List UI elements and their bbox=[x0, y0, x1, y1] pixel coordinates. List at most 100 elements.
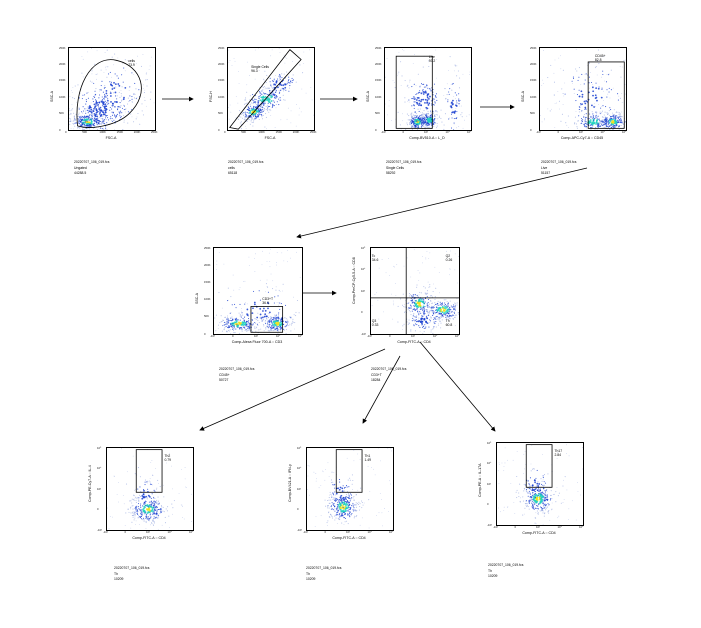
gate-percent: 96.3 bbox=[251, 69, 258, 74]
quadrant-label: Th 60.8 bbox=[446, 319, 453, 327]
quadrant-name: Th bbox=[445, 319, 450, 324]
y-tick-label: 100K bbox=[59, 94, 66, 99]
gate-name: Th17 bbox=[554, 448, 563, 453]
info-file: 20220707_106_019.fcs bbox=[371, 367, 407, 371]
event-density bbox=[371, 249, 459, 334]
plot-area bbox=[306, 447, 394, 531]
gate-cd45 bbox=[587, 61, 625, 129]
gate-label: Th17 2.84 bbox=[554, 449, 562, 457]
population-info: 20220707_106_019.fcs CD45+ 50727 bbox=[219, 367, 254, 384]
x-axis-label: Comp-Alexa Fluor 700-A :: CD3 bbox=[231, 340, 283, 344]
gate-label: Th2 0.79 bbox=[164, 454, 171, 462]
x-tick-label: -10³ bbox=[381, 130, 386, 134]
population-info: 20220707_106_019.fcs cells 65118 bbox=[228, 160, 263, 177]
y-tick-label: 150K bbox=[204, 279, 211, 284]
gate-percent: 73.9 bbox=[128, 63, 135, 68]
info-population: CD45+ bbox=[219, 372, 230, 377]
info-file: 20220707_106_019.fcs bbox=[541, 160, 577, 164]
quadrant-name: Q3 bbox=[371, 319, 377, 324]
info-population: Th bbox=[488, 568, 492, 573]
event-density bbox=[497, 444, 583, 525]
gate-name: Single Cells bbox=[251, 65, 269, 70]
x-tick-label: 50K bbox=[82, 130, 88, 134]
plot-area bbox=[213, 247, 303, 335]
scatter-plot bbox=[497, 444, 583, 525]
info-file: 20220707_106_019.fcs bbox=[386, 160, 422, 164]
quadrant-percent: 34.6 bbox=[371, 257, 379, 262]
x-tick-label: 0 bbox=[514, 525, 517, 529]
x-tick-label: 10⁵ bbox=[189, 530, 194, 534]
scatter-plot bbox=[214, 248, 301, 334]
y-tick-label: 150K bbox=[375, 78, 382, 83]
scatter-plot bbox=[371, 248, 459, 334]
info-count: 10209 bbox=[114, 577, 124, 582]
gate-percent: 0.79 bbox=[164, 457, 172, 462]
info-count: 10209 bbox=[306, 577, 316, 582]
x-tick-label: 10⁴ bbox=[433, 334, 438, 338]
x-tick-label: 0 bbox=[324, 530, 327, 534]
x-tick-label: 10⁴ bbox=[557, 525, 562, 529]
x-tick-label: 10⁵ bbox=[389, 530, 394, 534]
plot-panel-p4: SSC-A Comp-APC-Cy7-A :: CD45 -10³ 0 10³ 10⁴ 10… bbox=[521, 46, 627, 140]
x-tick-label: 10⁴ bbox=[167, 530, 172, 534]
x-tick-label: 200K bbox=[292, 130, 300, 134]
population-info: 20220707_106_019.fcs Th 10209 bbox=[306, 566, 341, 583]
x-axis-label: Comp-APC-Cy7-A :: CD45 bbox=[560, 136, 604, 140]
quadrant-percent: 0.33 bbox=[371, 323, 379, 328]
y-tick-label: 100K bbox=[218, 94, 225, 99]
gate-cd3t bbox=[250, 306, 284, 333]
population-info: 20220707_106_019.fcs Th 10209 bbox=[114, 566, 149, 583]
arrow-p4-p5 bbox=[296, 167, 588, 239]
gate-cytokine bbox=[335, 449, 363, 493]
x-tick-label: 150K bbox=[116, 130, 124, 134]
y-tick-label: -10³ bbox=[361, 331, 366, 336]
y-tick-label: 10⁴ bbox=[97, 466, 102, 470]
info-count: 65118 bbox=[228, 171, 238, 176]
y-tick-label: 0 bbox=[97, 507, 99, 511]
gate-live bbox=[395, 55, 433, 129]
y-tick-label: 0 bbox=[530, 127, 532, 132]
gate-name: Th1 bbox=[364, 453, 371, 458]
y-axis-label: SSC-A bbox=[50, 91, 54, 102]
gate-single-cells bbox=[229, 49, 302, 130]
y-tick-label: 50K bbox=[375, 111, 380, 116]
population-info: 20220707_106_019.fcs Th 10209 bbox=[488, 563, 523, 580]
gate-percent: 93.2 bbox=[428, 59, 436, 64]
x-tick-label: -10³ bbox=[103, 530, 108, 534]
plot-panel-p8: Comp-BV421-A :: IFN-γ Comp-FITC-A :: CD4 -… bbox=[288, 446, 394, 540]
x-tick-label: 10⁵ bbox=[579, 525, 584, 529]
y-axis-label: Comp-PE-A :: IL-17A bbox=[478, 463, 482, 497]
plot-panel-p6: Comp-PerCP-Cy5-5-A :: CD8 Comp-FITC-A :: … bbox=[352, 246, 460, 344]
gate-cells bbox=[76, 59, 142, 128]
y-axis-label: Comp-PerCP-Cy5-5-A :: CD8 bbox=[352, 257, 356, 304]
y-tick-label: -10³ bbox=[97, 527, 102, 532]
x-tick-label: -10³ bbox=[367, 334, 372, 338]
event-density bbox=[385, 49, 471, 130]
y-tick-label: 200K bbox=[59, 61, 66, 66]
y-tick-label: 200K bbox=[375, 61, 382, 66]
y-tick-label: 10⁵ bbox=[487, 440, 492, 445]
event-density bbox=[228, 48, 314, 130]
gate-label: Single Cells 96.3 bbox=[251, 65, 269, 73]
population-info: 20220707_106_019.fcs Ungated 44288.5 bbox=[74, 160, 109, 177]
y-tick-label: 250K bbox=[530, 45, 537, 50]
gate-label: CD3+T 36.0 bbox=[262, 297, 273, 305]
y-tick-label: 10³ bbox=[97, 486, 102, 491]
y-tick-label: 10⁵ bbox=[297, 445, 302, 450]
y-tick-label: 10⁴ bbox=[297, 466, 302, 470]
x-tick-label: 10³ bbox=[254, 334, 259, 338]
y-tick-label: -10³ bbox=[297, 527, 302, 532]
gate-label: cells 73.9 bbox=[128, 59, 135, 67]
x-tick-label: 0 bbox=[224, 130, 226, 134]
scatter-plot bbox=[385, 49, 471, 130]
x-tick-label: 10⁵ bbox=[467, 130, 472, 134]
x-tick-label: -10³ bbox=[536, 130, 541, 134]
y-tick-label: 250K bbox=[204, 245, 211, 250]
plot-panel-p7: Comp-PE-Cy7-A :: IL-4 Comp-FITC-A :: CD4 -… bbox=[88, 446, 194, 540]
quadrant-label: Q2 0.26 bbox=[446, 254, 453, 262]
gate-percent: 82.8 bbox=[594, 57, 602, 62]
x-tick-label: -10³ bbox=[493, 525, 498, 529]
quadrant-name: Tc bbox=[371, 253, 376, 258]
plot-area bbox=[496, 442, 584, 526]
x-axis-label: Comp-FITC-A :: CD4 bbox=[332, 536, 366, 540]
